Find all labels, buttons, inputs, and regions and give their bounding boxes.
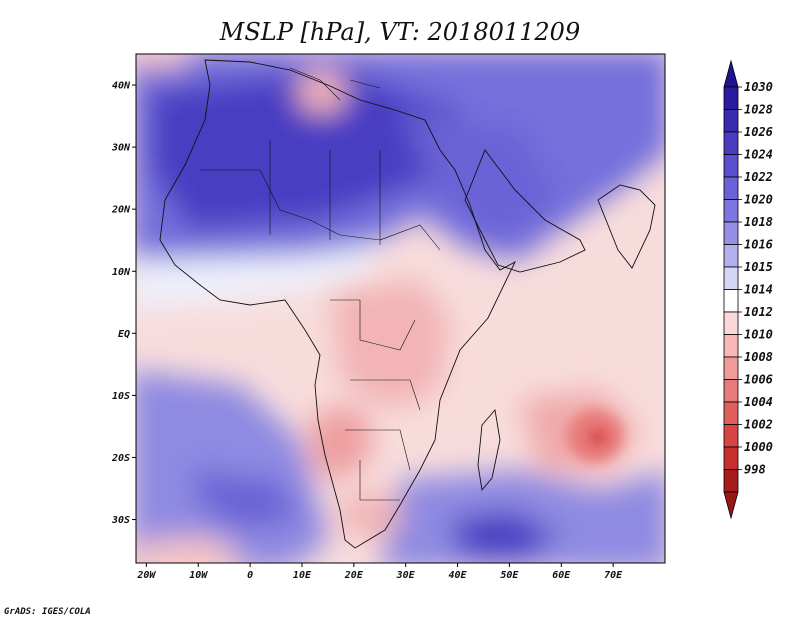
x-tick-label: 0 bbox=[247, 570, 253, 581]
y-tick-label: EQ bbox=[118, 329, 130, 340]
colorbar-label: 1012 bbox=[744, 305, 773, 319]
coastline-outlines bbox=[159, 59, 656, 549]
colorbar-label: 1030 bbox=[744, 80, 773, 94]
colorbar-label: 1004 bbox=[744, 395, 773, 409]
colorbar-top-arrow bbox=[723, 59, 739, 88]
x-tick-label: 20W bbox=[136, 570, 156, 581]
y-tick-label: 10N bbox=[112, 267, 131, 278]
x-tick-label: 30E bbox=[396, 570, 416, 581]
chart-title: MSLP [hPa], VT: 2018011209 bbox=[219, 18, 580, 46]
x-tick-label: 10E bbox=[293, 570, 312, 581]
x-axis-ticks: 20W 10W 0 10E 20E 30E 40E 50E 60E 70E bbox=[136, 563, 623, 581]
y-tick-label: 30S bbox=[111, 515, 130, 526]
y-tick-label: 20N bbox=[111, 205, 131, 216]
y-tick-label: 30N bbox=[111, 143, 131, 154]
colorbar-swatch bbox=[723, 86, 739, 110]
x-tick-label: 20E bbox=[344, 570, 364, 581]
colorbar-label: 1022 bbox=[744, 170, 773, 184]
x-tick-label: 40E bbox=[449, 570, 468, 581]
colorbar-swatch bbox=[723, 334, 739, 358]
colorbar-label: 1024 bbox=[744, 148, 773, 162]
colorbar-label: 998 bbox=[744, 463, 766, 477]
x-tick-label: 70E bbox=[604, 570, 623, 581]
colorbar-swatch bbox=[723, 199, 739, 223]
colorbar-swatch bbox=[723, 289, 739, 313]
colorbar-label: 1014 bbox=[744, 283, 773, 297]
colorbar-swatch bbox=[723, 311, 739, 335]
colorbar-label: 1006 bbox=[744, 373, 773, 387]
colorbar-label: 1010 bbox=[744, 328, 773, 342]
colorbar-swatch bbox=[723, 469, 739, 493]
colorbar-label: 1002 bbox=[744, 418, 773, 432]
colorbar: 1030 1028 1026 1024 1022 1020 1018 1016 1015 1014… bbox=[723, 59, 773, 520]
colorbar-swatch bbox=[723, 424, 739, 448]
y-axis-ticks: 40N 30N 20N 10N EQ 10S 20S 30S bbox=[111, 81, 136, 526]
colorbar-swatch bbox=[723, 266, 739, 290]
y-tick-label: 40N bbox=[112, 81, 131, 92]
y-tick-label: 20S bbox=[111, 453, 130, 464]
colorbar-label: 1015 bbox=[744, 260, 773, 274]
colorbar-label: 1026 bbox=[744, 125, 773, 139]
colorbar-swatch bbox=[723, 356, 739, 380]
colorbar-label: 1028 bbox=[744, 103, 773, 117]
x-tick-label: 50E bbox=[500, 570, 519, 581]
colorbar-label: 1008 bbox=[744, 350, 773, 364]
colorbar-swatch bbox=[723, 446, 739, 470]
colorbar-label: 1016 bbox=[744, 238, 773, 252]
x-tick-label: 60E bbox=[552, 570, 571, 581]
colorbar-swatch bbox=[723, 109, 739, 133]
colorbar-swatch bbox=[723, 176, 739, 200]
colorbar-swatch bbox=[723, 379, 739, 403]
y-tick-label: 10S bbox=[112, 391, 130, 402]
colorbar-swatch bbox=[723, 401, 739, 425]
colorbar-swatch bbox=[723, 154, 739, 178]
map-frame bbox=[135, 53, 666, 564]
grads-credit: GrADS: IGES/COLA bbox=[4, 607, 91, 617]
colorbar-swatch bbox=[723, 221, 739, 245]
colorbar-swatch bbox=[723, 131, 739, 155]
colorbar-swatch bbox=[723, 244, 739, 268]
pressure-field bbox=[136, 54, 665, 563]
colorbar-label: 1000 bbox=[744, 440, 773, 454]
colorbar-bottom-arrow bbox=[723, 491, 739, 520]
colorbar-label: 1018 bbox=[744, 215, 773, 229]
colorbar-label: 1020 bbox=[744, 193, 773, 207]
x-tick-label: 10W bbox=[189, 570, 208, 581]
